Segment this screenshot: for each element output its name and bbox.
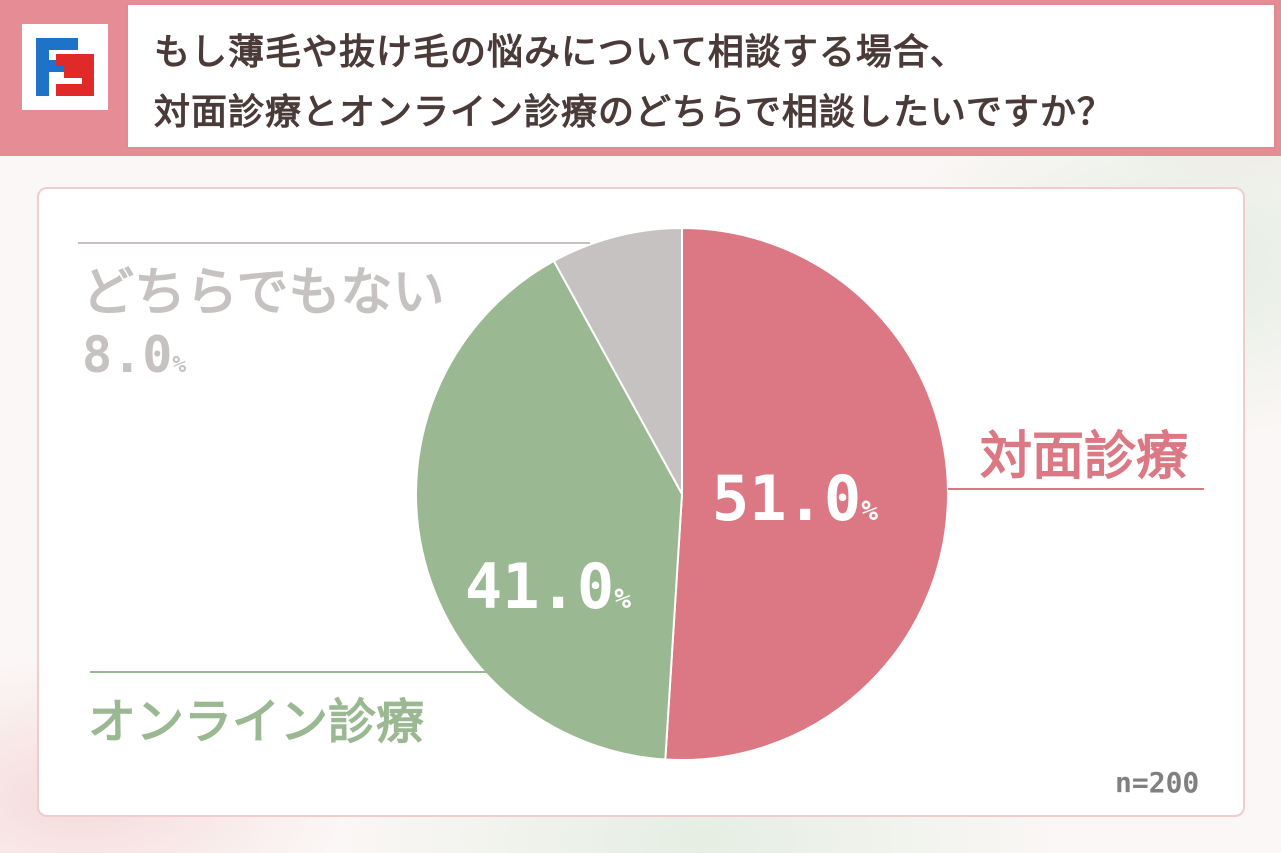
slice-value-online: 41.0% <box>465 550 631 623</box>
slice-value-dochira: 8.0% <box>82 326 186 384</box>
pie-slice-online <box>415 259 684 761</box>
slice-label-dochira: どちらでもない <box>82 263 444 323</box>
title-line-2: 対面診療とオンライン診療のどちらで相談したいですか？ <box>154 92 1114 133</box>
title-line-1: もし薄毛や抜け毛の悩みについて相談する場合、 <box>154 32 967 73</box>
sample-size-label: n=200 <box>1115 766 1200 799</box>
slice-label-online: オンライン診療 <box>88 694 424 750</box>
brand-logo-icon <box>36 38 94 96</box>
title-box: もし薄毛や抜け毛の悩みについて相談する場合、 対面診療とオンライン診療のどちらで… <box>126 3 1276 149</box>
pie-slice-taimen <box>664 226 949 761</box>
slice-value-taimen: 51.0% <box>712 462 878 535</box>
pie-slice-dochira <box>552 226 683 495</box>
logo <box>22 24 108 110</box>
slice-label-taimen: 対面診療 <box>980 427 1188 487</box>
